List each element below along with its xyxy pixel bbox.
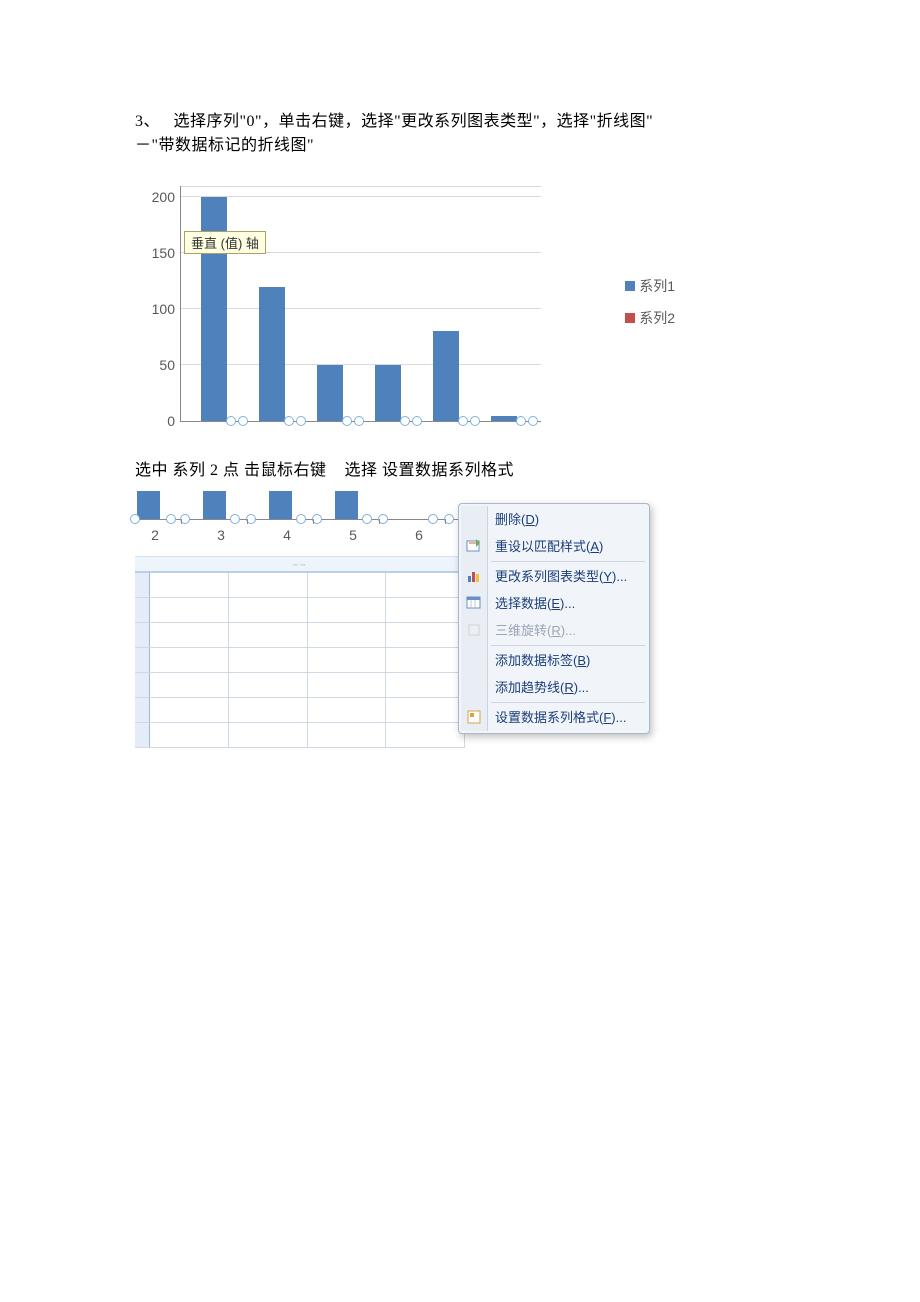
legend-item-series2: 系列2 <box>625 308 675 328</box>
instr2-part-b: 选择 设置数据系列格式 <box>345 462 515 479</box>
rotate-3d-icon <box>466 622 482 638</box>
instruction-2: 选中 系列 2 点 击鼠标右键 选择 设置数据系列格式 <box>135 459 790 483</box>
legend-item-series1: 系列1 <box>625 276 675 296</box>
reset-icon <box>466 538 482 554</box>
series2-marker <box>226 416 236 426</box>
xlabel: 5 <box>349 527 357 543</box>
bar-2 <box>259 287 285 421</box>
xtick <box>181 519 182 524</box>
ytick-0: 0 <box>135 413 175 429</box>
menu-add-data-labels[interactable]: 添加数据标签(B) <box>461 647 647 674</box>
xtick <box>247 519 248 524</box>
mk2 <box>428 514 438 524</box>
legend-label-1: 系列1 <box>639 276 675 296</box>
mk2 <box>230 514 240 524</box>
chart-type-icon <box>466 568 482 584</box>
menu-delete[interactable]: 删除(D) <box>461 506 647 533</box>
bar-5 <box>433 331 459 421</box>
menu-add-trendline[interactable]: 添加趋势线(R)... <box>461 674 647 701</box>
ytick-150: 150 <box>135 245 175 261</box>
bar-4 <box>375 365 401 421</box>
series2-marker <box>528 416 538 426</box>
bar2 <box>335 491 358 519</box>
plot-area: 垂直 (值) 轴 <box>180 186 541 422</box>
legend-swatch-2 <box>625 313 635 323</box>
bar-6 <box>491 416 517 421</box>
step-line2: －"带数据标记的折线图" <box>135 137 314 154</box>
ytick-50: 50 <box>135 357 175 373</box>
axis-tooltip: 垂直 (值) 轴 <box>184 231 266 254</box>
xtick <box>379 519 380 524</box>
mk2 <box>166 514 176 524</box>
chart-legend: 系列1 系列2 <box>625 276 675 340</box>
menu-change-chart-type[interactable]: 更改系列图表类型(Y)... <box>461 563 647 590</box>
spreadsheet-grid: ┄┄ <box>135 556 465 748</box>
menu-select-data[interactable]: 选择数据(E)... <box>461 590 647 617</box>
series2-marker <box>470 416 480 426</box>
bar-chart-1: 0 50 100 150 200 <box>135 176 630 441</box>
sheet-header-strip: ┄┄ <box>135 556 465 573</box>
cropped-chart: 2 3 4 5 6 <box>135 491 465 551</box>
bar-3 <box>317 365 343 421</box>
step-line1: 选择序列"0"，单击右键，选择"更改系列图表类型"，选择"折线图" <box>174 113 654 130</box>
series2-marker <box>354 416 364 426</box>
xtick <box>445 519 446 524</box>
bar2 <box>137 491 160 519</box>
mk2 <box>130 514 140 524</box>
step-text: 3、 选择序列"0"，单击右键，选择"更改系列图表类型"，选择"折线图" －"带… <box>135 110 790 158</box>
step-number: 3、 <box>135 113 160 130</box>
mk2 <box>296 514 306 524</box>
legend-label-2: 系列2 <box>639 308 675 328</box>
chart2-with-menu: 2 3 4 5 6 ┄┄ 删除(D) 重设以匹配样式(A) <box>135 491 650 776</box>
xlabel: 3 <box>217 527 225 543</box>
ytick-200: 200 <box>135 189 175 205</box>
xlabel: 2 <box>151 527 159 543</box>
instr2-part-a: 选中 系列 2 点 击鼠标右键 <box>135 462 327 479</box>
menu-reset-style[interactable]: 重设以匹配样式(A) <box>461 533 647 560</box>
bar2 <box>203 491 226 519</box>
series2-marker <box>412 416 422 426</box>
series2-marker <box>296 416 306 426</box>
series2-marker <box>284 416 294 426</box>
series2-marker <box>400 416 410 426</box>
select-data-icon <box>466 595 482 611</box>
bar2 <box>269 491 292 519</box>
ytick-100: 100 <box>135 301 175 317</box>
series2-marker <box>458 416 468 426</box>
xlabel: 4 <box>283 527 291 543</box>
context-menu: 删除(D) 重设以匹配样式(A) 更改系列图表类型(Y)... 选择数据(E).… <box>458 503 650 734</box>
menu-format-series[interactable]: 设置数据系列格式(F)... <box>461 704 647 731</box>
series2-marker <box>238 416 248 426</box>
legend-swatch-1 <box>625 281 635 291</box>
mk2 <box>362 514 372 524</box>
menu-3d-rotate: 三维旋转(R)... <box>461 617 647 644</box>
series2-marker <box>516 416 526 426</box>
series2-marker <box>342 416 352 426</box>
format-series-icon <box>466 709 482 725</box>
xlabel: 6 <box>415 527 423 543</box>
xtick <box>313 519 314 524</box>
